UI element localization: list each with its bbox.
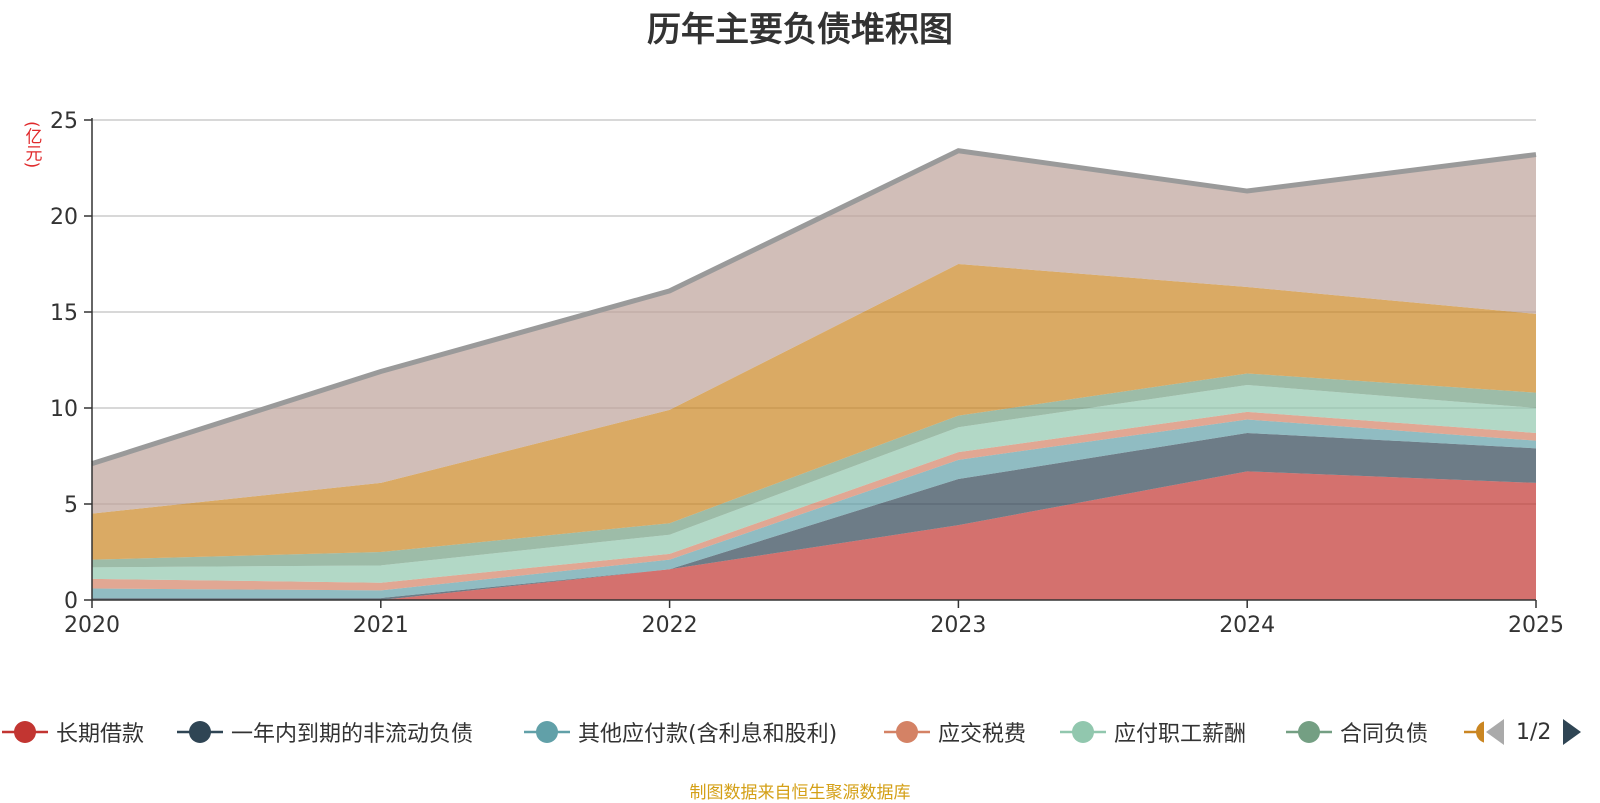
area-5[interactable] <box>92 384 1536 583</box>
legend-label: 一年内到期的非流动负债 <box>231 722 474 747</box>
y-tick-label: 5 <box>64 493 78 518</box>
area-2[interactable] <box>92 432 1536 600</box>
y-tick-label: 15 <box>50 301 78 326</box>
chart-title: 历年主要负债堆积图 <box>647 10 953 50</box>
legend-item-6[interactable]: 合同负债 <box>1284 712 1428 752</box>
x-tick-label: 2024 <box>1219 613 1275 638</box>
area-6[interactable] <box>92 373 1536 568</box>
area-1[interactable] <box>92 471 1536 600</box>
legend-marker-icon <box>177 721 223 743</box>
legend-pager: 1/2 <box>1484 712 1600 752</box>
legend: 长期借款 一年内到期的非流动负债 其他应付款(含利息和股利) 应交税费 应付职工薪酬 合同… <box>0 712 1600 752</box>
legend-label: 应付职工薪酬 <box>1114 722 1247 747</box>
y-axis-unit-label: (亿元) <box>21 121 42 169</box>
x-tick-label: 2023 <box>930 613 986 638</box>
x-tick-label: 2022 <box>642 613 698 638</box>
pager-next-icon[interactable] <box>1561 717 1583 747</box>
legend-label: 应交税费 <box>938 722 1027 747</box>
area-8[interactable] <box>92 150 1536 514</box>
x-tick-label: 2020 <box>64 613 120 638</box>
total-line <box>91 148 1537 467</box>
legend-item-7-partial[interactable] <box>1462 712 1484 752</box>
legend-marker-icon <box>1464 721 1484 743</box>
legend-marker-icon <box>1060 721 1106 743</box>
area-4[interactable] <box>92 411 1536 591</box>
legend-item-2[interactable]: 一年内到期的非流动负债 <box>175 712 473 752</box>
y-tick-label: 0 <box>64 589 78 614</box>
y-tick-label: 25 <box>50 109 78 134</box>
legend-label: 其他应付款(含利息和股利) <box>578 722 838 747</box>
pager-prev-icon[interactable] <box>1484 717 1506 747</box>
area-series[interactable] <box>91 148 1537 600</box>
legend-item-4[interactable]: 应交税费 <box>882 712 1026 752</box>
legend-item-3[interactable]: 其他应付款(含利息和股利) <box>522 712 837 752</box>
legend-marker-icon <box>1286 721 1332 743</box>
legend-marker-icon <box>2 721 48 743</box>
legend-page-indicator: 1/2 <box>1516 719 1552 745</box>
legend-label: 长期借款 <box>56 722 145 747</box>
legend-item-1[interactable]: 长期借款 <box>0 712 144 752</box>
x-tick-label: 2021 <box>353 613 409 638</box>
area-3[interactable] <box>92 419 1536 599</box>
legend-label: 合同负债 <box>1340 722 1429 747</box>
legend-marker-icon <box>884 721 930 743</box>
y-tick-label: 10 <box>50 397 78 422</box>
legend-item-5[interactable]: 应付职工薪酬 <box>1058 712 1246 752</box>
area-7[interactable] <box>92 264 1536 560</box>
y-tick-label: 20 <box>50 205 78 230</box>
legend-marker-icon <box>524 721 570 743</box>
x-tick-label: 2025 <box>1508 613 1564 638</box>
source-note: 制图数据来自恒生聚源数据库 <box>689 783 911 803</box>
